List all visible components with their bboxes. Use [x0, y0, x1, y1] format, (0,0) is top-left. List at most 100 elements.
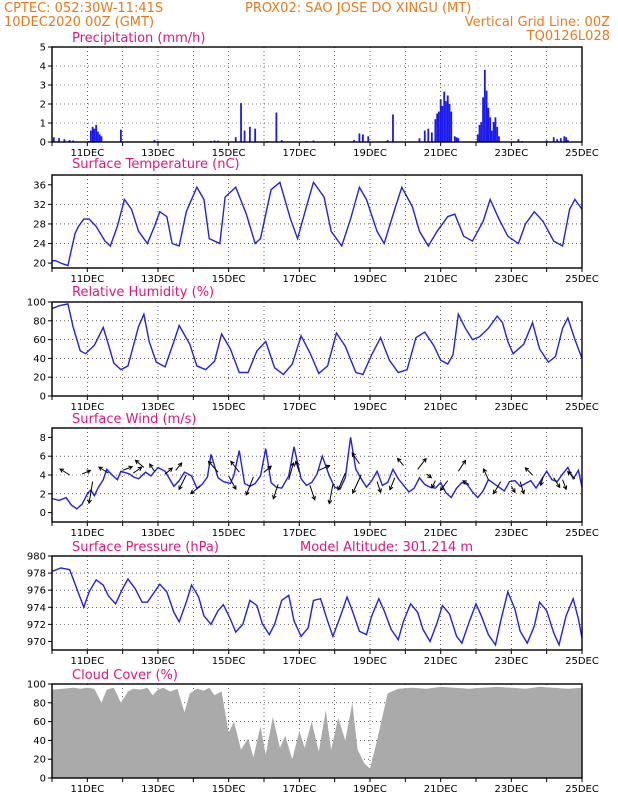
precip-xtick-label: 21DEC	[424, 148, 458, 159]
precip-bar	[545, 140, 548, 142]
cloud-ytick-label: 20	[33, 755, 46, 766]
press-xtick-label: 23DEC	[494, 656, 528, 667]
wind-vector-arrow	[263, 465, 273, 473]
press-xtick-label: 17DEC	[282, 656, 316, 667]
rh-ytick-label: 60	[33, 335, 46, 346]
cloud-xtick-label: 23DEC	[494, 784, 528, 795]
rh-frame	[51, 301, 583, 397]
rh-xtick-label: 15DEC	[212, 402, 246, 413]
precip-bar	[275, 112, 278, 142]
wind-vector-arrow	[59, 468, 70, 476]
cloud-area	[52, 686, 582, 778]
cloud-xtick-label: 13DEC	[141, 784, 175, 795]
precip-bar	[478, 124, 481, 142]
temp-panel: Surface Temperature (nC) 20 24 28 32 36 11DEC 1…	[33, 157, 599, 285]
wind-vector-arrow	[396, 457, 404, 466]
precip-bar	[100, 136, 103, 142]
rh-xtick-label: 25DEC	[565, 402, 599, 413]
rh-ytick-label: 40	[33, 354, 46, 365]
wind-ytick-label: 4	[40, 471, 46, 482]
precip-bar	[552, 137, 555, 142]
wind-vector-arrow	[228, 475, 237, 491]
precip-bar	[240, 103, 242, 142]
wind-vector-arrow	[98, 466, 109, 474]
wind-vector-arrow	[207, 460, 219, 473]
temp-xtick-label: 15DEC	[212, 274, 246, 285]
precip-bar	[248, 126, 251, 142]
press-line	[51, 567, 583, 648]
press-ytick-label: 974	[27, 603, 46, 614]
precip-bar	[243, 130, 246, 142]
wind-vector-arrow	[539, 476, 544, 487]
wind-vector-arrow	[376, 481, 382, 494]
wind-vector-arrow	[318, 464, 331, 471]
wind-title: Surface Wind (m/s)	[72, 412, 196, 427]
precip-bar	[436, 113, 439, 142]
precip-ytick-label: 5	[40, 43, 46, 54]
rh-xtick-label: 13DEC	[141, 402, 175, 413]
precip-bar	[234, 137, 237, 142]
wind-vector-arrow	[431, 480, 436, 489]
cloud-xtick-label: 21DEC	[424, 784, 458, 795]
wind-vector-arrow	[230, 460, 240, 473]
precip-bar	[358, 133, 361, 142]
wind-vector-arrow	[327, 484, 334, 505]
press-xtick-label: 15DEC	[212, 656, 246, 667]
wind-xtick-label: 21DEC	[424, 528, 458, 539]
precip-bar	[120, 129, 122, 142]
rh-title: Relative Humidity (%)	[72, 285, 214, 300]
precip-bar	[93, 128, 96, 142]
temp-ytick-label: 24	[33, 239, 46, 250]
precip-ytick-label: 3	[40, 81, 46, 92]
wind-xtick-label: 11DEC	[70, 528, 104, 539]
press-frame	[51, 555, 583, 651]
temp-ytick-label: 28	[33, 219, 46, 230]
press-ytick-label: 980	[27, 552, 46, 563]
press-xtick-label: 21DEC	[424, 656, 458, 667]
precip-bar	[254, 128, 257, 142]
wind-vector-arrow	[462, 480, 470, 485]
wind-vector-arrow	[426, 473, 433, 479]
rh-xtick-label: 11DEC	[70, 402, 104, 413]
precip-bar	[58, 138, 60, 142]
wind-vector-arrow	[388, 477, 396, 491]
temp-frame	[51, 174, 583, 269]
temp-ytick-label: 36	[33, 180, 46, 191]
precip-xtick-label: 23DEC	[494, 148, 528, 159]
precip-bar	[498, 136, 500, 142]
wind-vector-arrow	[178, 474, 187, 491]
temp-xtick-label: 25DEC	[565, 274, 599, 285]
temp-xtick-label: 23DEC	[494, 274, 528, 285]
wind-ytick-label: 6	[40, 452, 46, 463]
precip-bar	[392, 114, 394, 142]
precip-bar	[445, 101, 447, 142]
wind-xtick-label: 23DEC	[494, 528, 528, 539]
cloud-ytick-label: 40	[33, 736, 46, 747]
wind-vector-arrow	[524, 467, 533, 476]
wind-vector-arrow	[189, 485, 201, 495]
cloud-xtick-label: 25DEC	[565, 784, 599, 795]
precip-ytick-label: 2	[40, 100, 46, 111]
precip-bar	[448, 104, 451, 142]
precip-ytick-label: 1	[40, 119, 46, 130]
press-ytick-label: 978	[27, 569, 46, 580]
wind-vector-arrow	[566, 470, 576, 480]
rh-ytick-label: 80	[33, 316, 46, 327]
precip-bar	[438, 111, 440, 142]
precip-bar	[457, 138, 460, 142]
precip-bar	[496, 126, 499, 142]
precip-bar	[153, 140, 156, 142]
precip-bar	[362, 134, 364, 142]
press-title: Surface Pressure (hPa)	[72, 540, 219, 555]
wind-vector-arrow	[164, 467, 174, 475]
temp-ytick-label: 32	[33, 200, 46, 211]
precip-bar	[353, 140, 355, 142]
rh-panel: Relative Humidity (%) 0 20 40 60 80 100 11DEC 13…	[27, 285, 599, 413]
wind-panel: Surface Wind (m/s) 0 2 4 6 8 11DEC 13DEC 15DEC 17…	[40, 412, 599, 539]
precip-bar	[418, 138, 421, 142]
cloud-ytick-label: 0	[40, 774, 46, 785]
precip-bar	[312, 140, 315, 142]
wind-xtick-label: 13DEC	[141, 528, 175, 539]
wind-vector-arrow	[510, 486, 516, 494]
